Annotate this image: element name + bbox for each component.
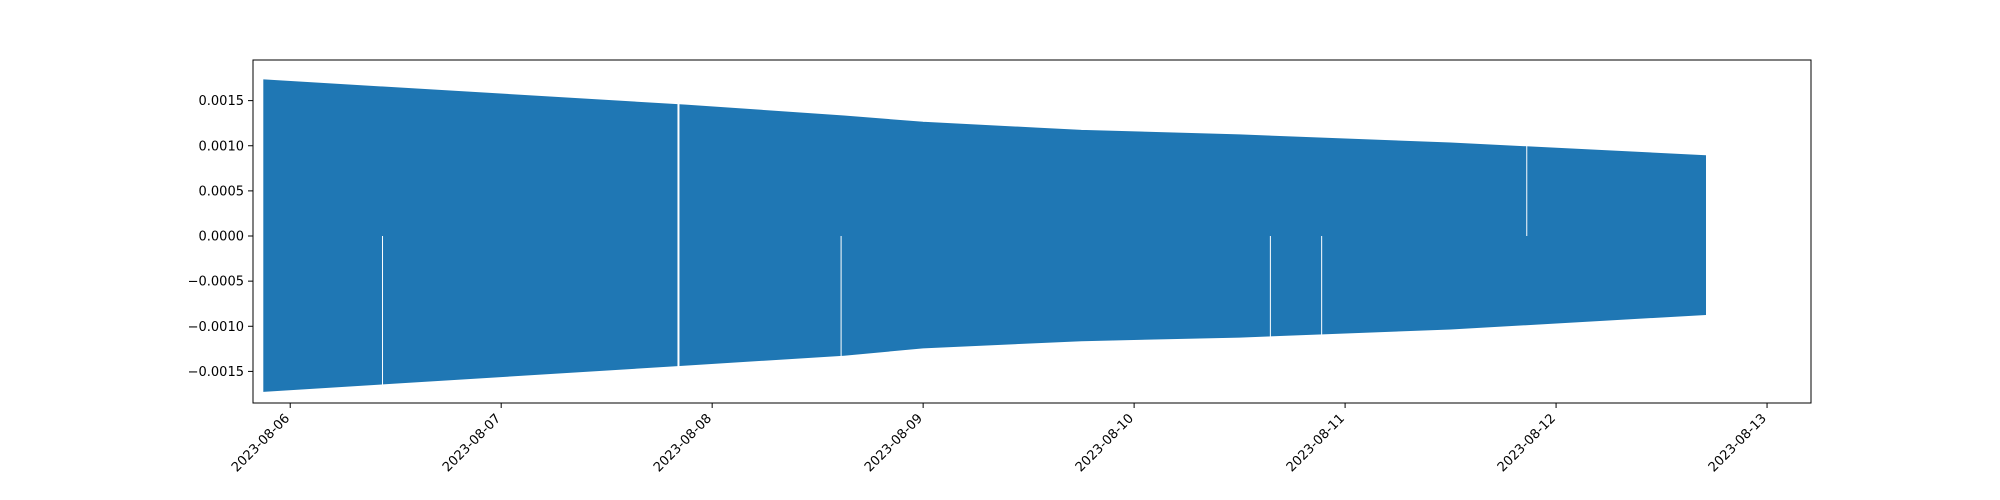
y-tick-label-0: −0.0015: [188, 365, 244, 380]
series-0-area: [263, 79, 1706, 392]
y-tick-label-4: 0.0005: [199, 184, 245, 199]
y-tick-label-1: −0.0010: [188, 320, 244, 335]
y-tick-label-5: 0.0010: [199, 139, 245, 154]
x-tick-label-1: 2023-08-07: [440, 411, 504, 475]
x-tick-label-6: 2023-08-12: [1495, 411, 1559, 475]
axes-frame: [252, 59, 1812, 404]
x-tick-label-4: 2023-08-10: [1073, 411, 1137, 475]
x-tick-label-5: 2023-08-11: [1284, 411, 1348, 475]
x-tick-label-2: 2023-08-08: [651, 411, 715, 475]
x-axis: 2023-08-06 2023-08-07 2023-08-08 2023-08-09…: [229, 403, 1770, 475]
x-tick-label-3: 2023-08-09: [862, 411, 926, 475]
y-tick-label-6: 0.0015: [199, 94, 245, 109]
y-tick-label-3: 0.0000: [199, 230, 245, 245]
x-tick-label-0: 2023-08-06: [229, 411, 293, 475]
y-axis: −0.0015 −0.0010 −0.0005 0.0000 0.0005 0.0010 0…: [188, 94, 253, 380]
plot-area: [263, 79, 1706, 397]
y-tick-label-2: −0.0005: [188, 275, 244, 290]
x-tick-label-7: 2023-08-13: [1706, 411, 1770, 475]
